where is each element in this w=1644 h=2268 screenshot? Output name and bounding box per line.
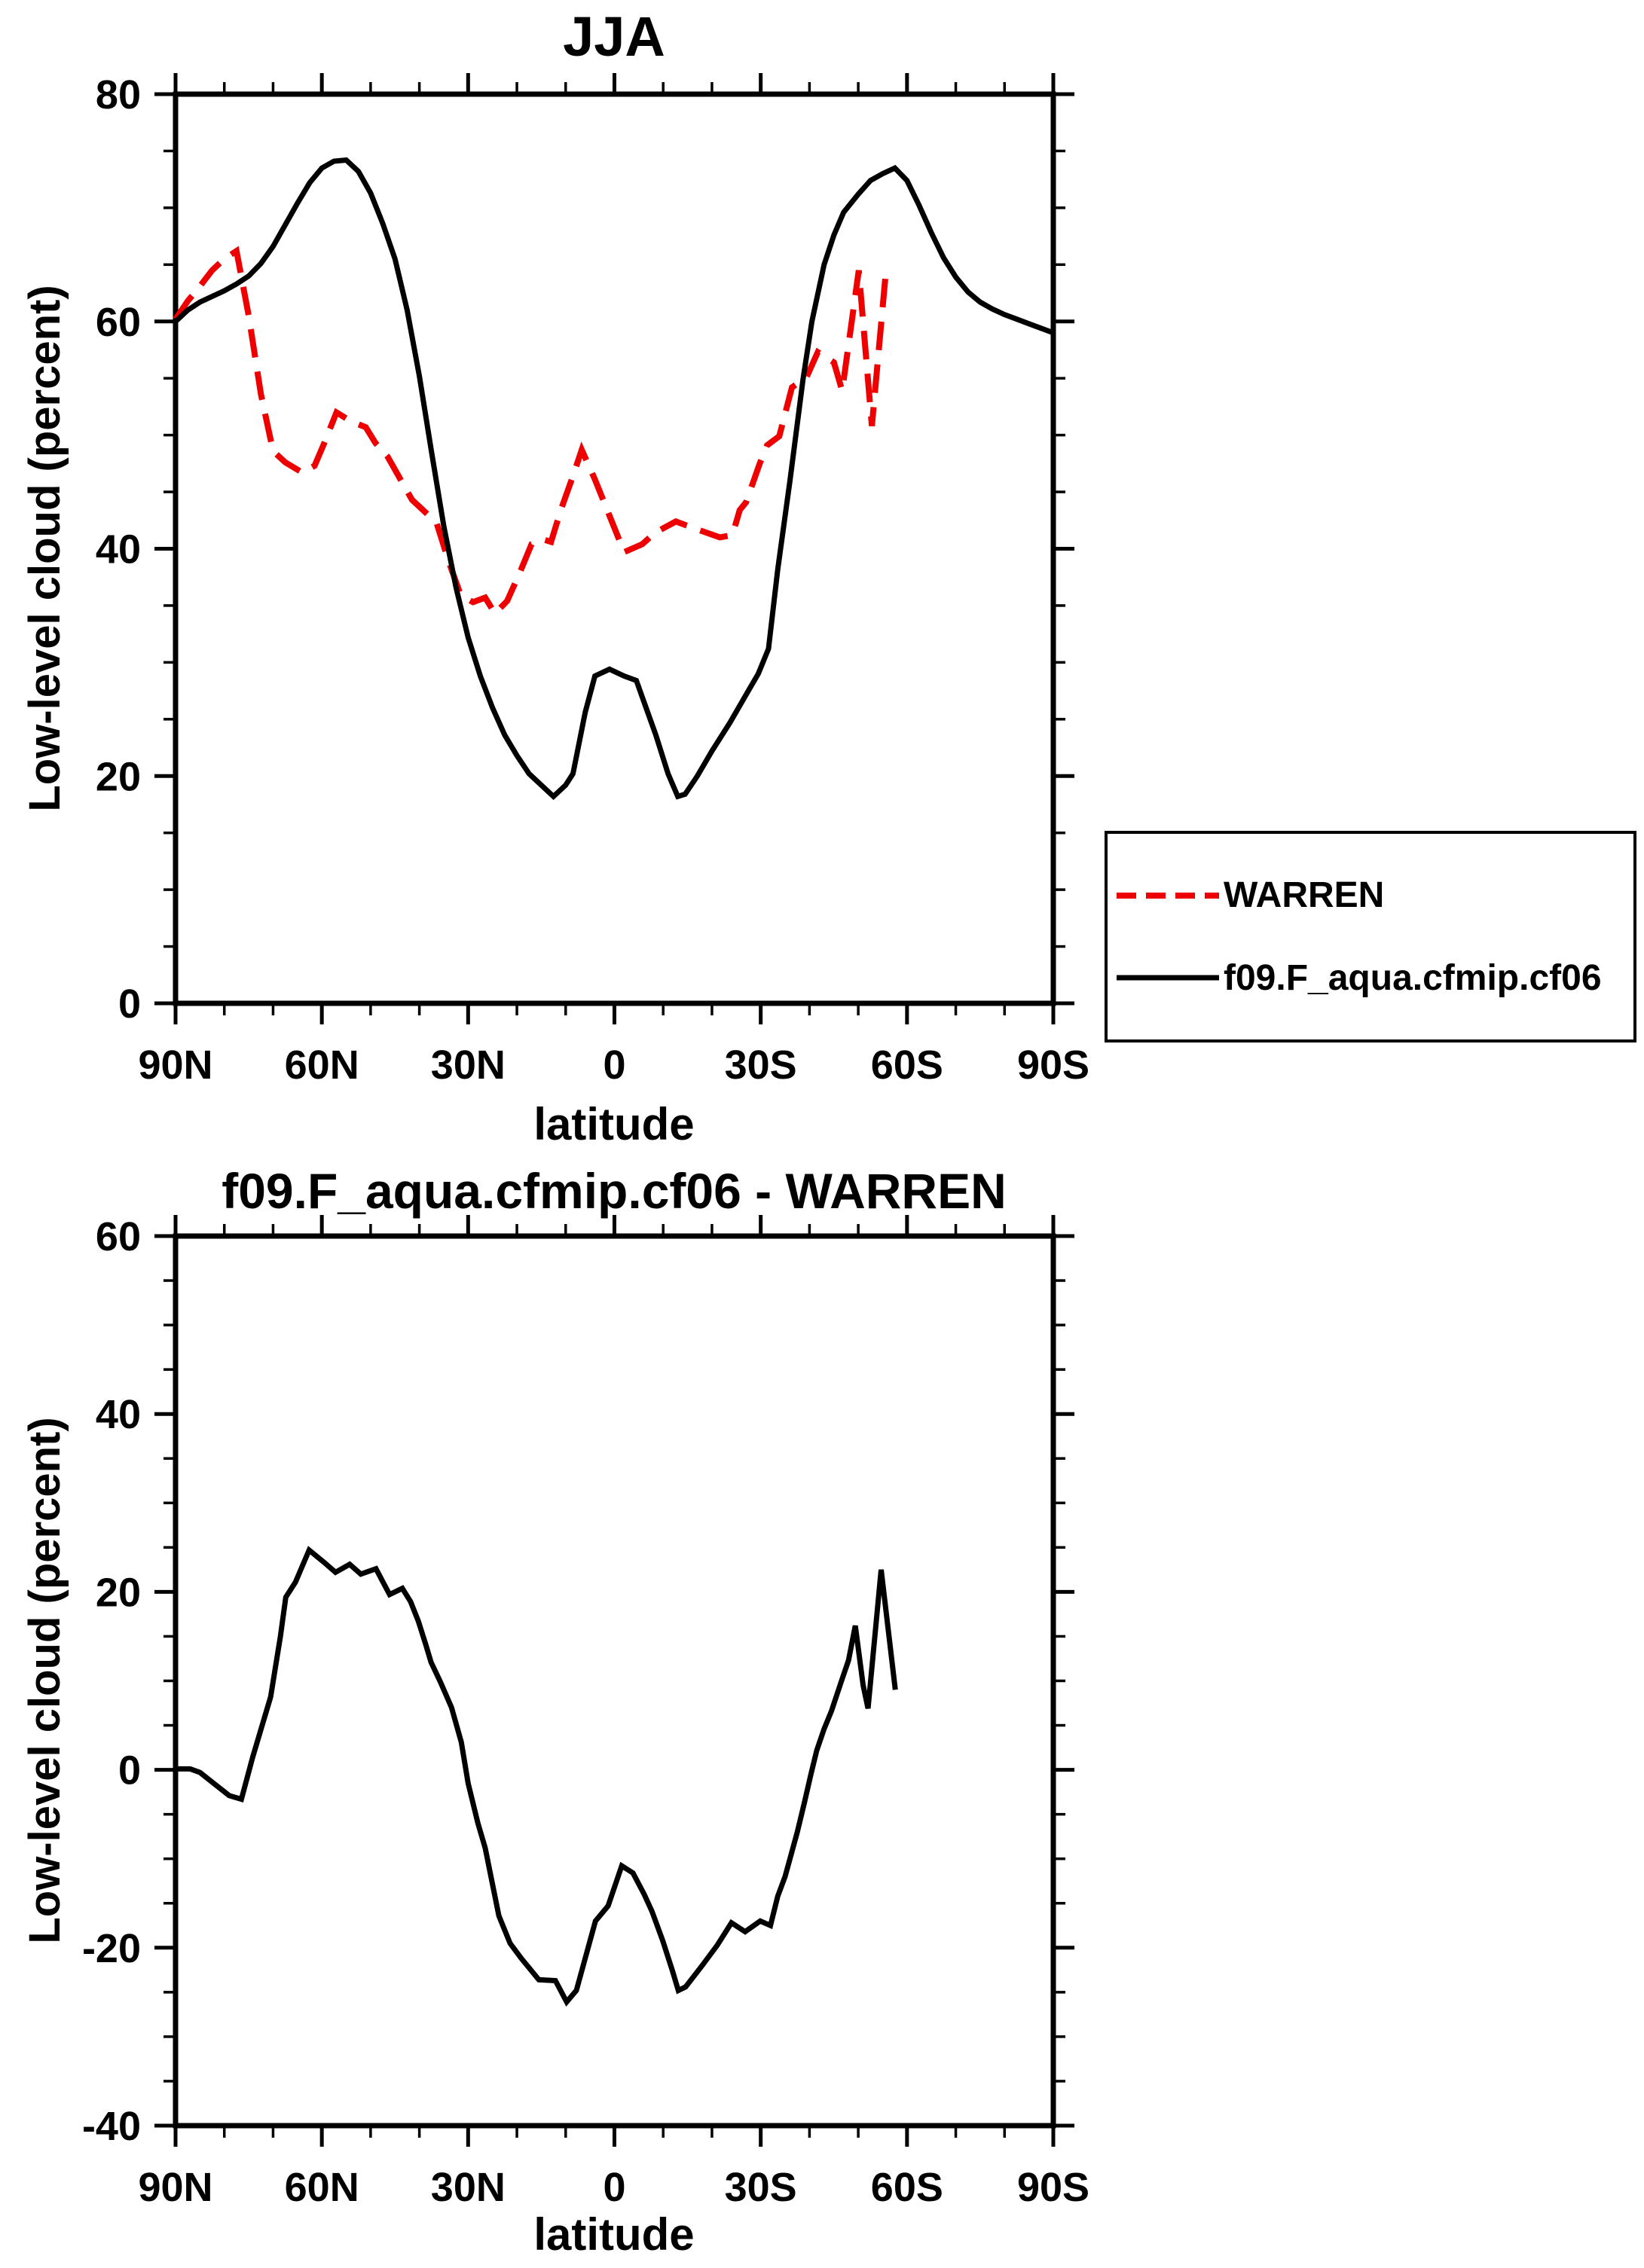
x-tick-label: 60S xyxy=(871,2165,943,2210)
series-line-f09-f-aqua-cfmip-cf06-warren xyxy=(176,1546,898,2007)
y-tick-label: 20 xyxy=(96,1570,141,1615)
y-tick-label: 20 xyxy=(96,754,141,799)
series-line-f09-f-aqua-cfmip-cf06 xyxy=(173,157,1055,801)
legend-entry-f09: f09.F_aqua.cfmip.cf06 xyxy=(1108,957,1633,999)
x-tick-label: 90S xyxy=(1017,1042,1089,1088)
y-tick-label: 40 xyxy=(96,527,141,572)
legend-box: WARREN f09.F_aqua.cfmip.cf06 xyxy=(1105,831,1636,1042)
bottom-chart: 90N 60N 30N 0 30S 60S 90S -40 -20 0 20 40 60 xyxy=(82,1214,1089,2210)
y-tick-label: 60 xyxy=(96,300,141,345)
x-tick-label: 60N xyxy=(285,1042,359,1088)
bottom-chart-y-axis-label: Low-level cloud (percent) xyxy=(20,1417,69,1944)
x-tick-label: 90N xyxy=(138,1042,212,1088)
y-tick-label: 0 xyxy=(118,1748,141,1793)
x-tick-label: 0 xyxy=(603,1042,625,1088)
x-tick-label: 90N xyxy=(138,2165,212,2210)
top-chart-x-axis-label: latitude xyxy=(533,1099,695,1149)
bottom-chart-x-axis-label: latitude xyxy=(533,2209,695,2260)
x-tick-label: 30S xyxy=(725,2165,797,2210)
x-tick-label: 60S xyxy=(871,1042,943,1088)
top-chart-y-axis-label: Low-level cloud (percent) xyxy=(20,285,69,812)
f09-solid-line-sample xyxy=(1117,975,1219,981)
y-tick-label: 80 xyxy=(96,72,141,118)
top-chart-title: JJA xyxy=(563,5,665,68)
y-tick-label: 0 xyxy=(118,981,141,1027)
y-tick-label: -40 xyxy=(82,2104,141,2149)
legend-entry-warren: WARREN xyxy=(1108,875,1633,916)
x-tick-label: 90S xyxy=(1017,2165,1089,2210)
plot-border xyxy=(173,91,1056,1006)
y-tick-label: 40 xyxy=(96,1392,141,1437)
x-tick-label: 30S xyxy=(725,1042,797,1088)
legend-label-warren: WARREN xyxy=(1224,875,1385,916)
x-tick-label: 0 xyxy=(603,2165,625,2210)
top-chart: 90N 60N 30N 0 30S 60S 90S 0 20 40 60 80 xyxy=(96,72,1089,1088)
y-tick-label: -20 xyxy=(82,1926,141,1971)
plot-border xyxy=(173,1233,1056,2129)
x-tick-label: 30N xyxy=(431,2165,506,2210)
y-tick-label: 60 xyxy=(96,1214,141,1259)
bottom-chart-title: f09.F_aqua.cfmip.cf06 - WARREN xyxy=(222,1163,1007,1219)
x-tick-label: 60N xyxy=(285,2165,359,2210)
x-tick-label: 30N xyxy=(431,1042,506,1088)
warren-dashed-line-sample xyxy=(1117,892,1219,899)
legend-label-f09: f09.F_aqua.cfmip.cf06 xyxy=(1224,957,1602,998)
series-line-warren xyxy=(173,246,889,618)
